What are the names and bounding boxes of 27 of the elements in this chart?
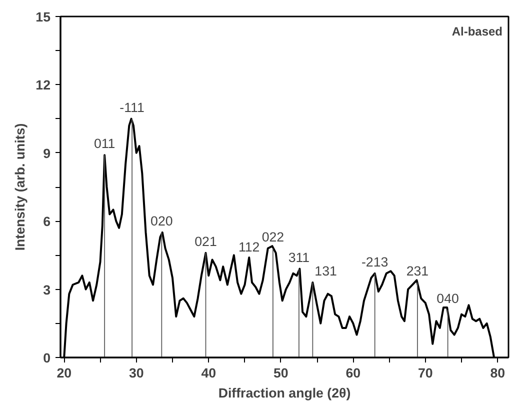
series-label: 311 (288, 250, 310, 265)
x-tick-label: 40 (201, 366, 216, 380)
series-label: 040 (436, 290, 459, 306)
series-label: 131 (314, 263, 337, 278)
x-tick-label: 70 (418, 366, 433, 380)
series-label: -213 (361, 254, 388, 270)
series-label: -111 (120, 100, 144, 115)
x-tick-label: 20 (56, 366, 72, 380)
y-tick-label: 9 (43, 146, 51, 161)
series-label: 022 (262, 229, 284, 244)
x-tick-label: 50 (273, 366, 288, 380)
annotation: 112 (238, 239, 260, 254)
x-axis-title: Diffraction angle (2θ) (218, 386, 351, 400)
series-label: 231 (406, 263, 429, 278)
series-label: 020 (150, 213, 173, 228)
y-tick-label: 6 (43, 214, 51, 230)
series-label: 011 (94, 136, 116, 152)
y-axis-title: Intensity (arb. units) (12, 123, 28, 251)
y-tick-label: 0 (43, 350, 51, 366)
y-tick-label: 12 (36, 78, 51, 93)
annotation: Al-based (452, 24, 503, 38)
series-label: 021 (194, 234, 217, 249)
y-tick-label: 3 (43, 282, 51, 298)
x-tick-label: 30 (128, 366, 144, 380)
x-tick-label: 60 (346, 366, 361, 380)
y-tick-label: 15 (36, 10, 52, 24)
x-tick-label: 80 (490, 366, 506, 380)
